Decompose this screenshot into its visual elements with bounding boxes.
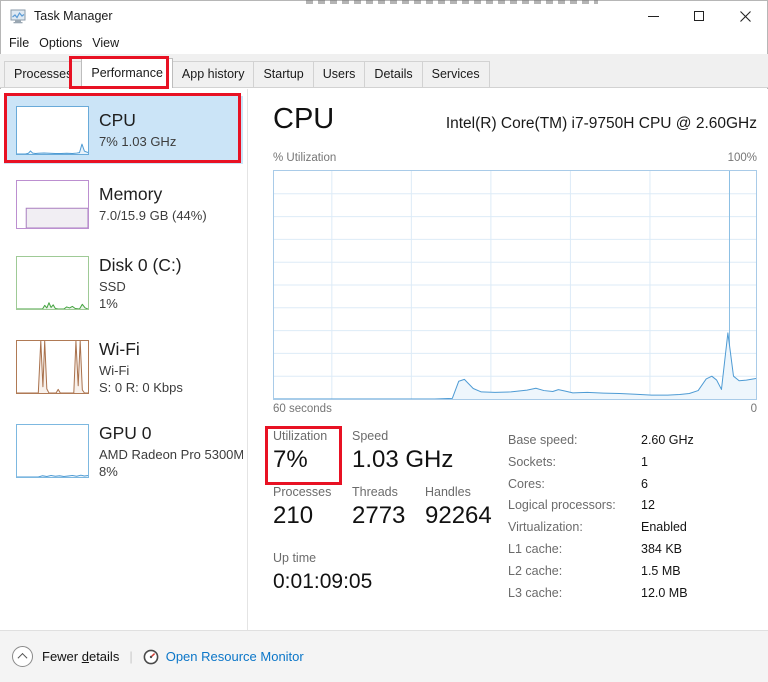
utilization-value: 7%: [273, 446, 308, 473]
footer-bar: Fewer details | Open Resource Monitor: [0, 630, 768, 682]
performance-sidebar: CPU 7% 1.03 GHz Memory 7.0/15.9 GB (44%)…: [0, 89, 248, 630]
spec-cores: Cores: 6: [508, 476, 648, 491]
sidebar-disk-title: Disk 0 (C:): [99, 254, 182, 275]
sidebar-item-cpu[interactable]: CPU 7% 1.03 GHz: [4, 96, 243, 164]
spec-sockets: Sockets: 1: [508, 454, 648, 469]
minimize-icon: [647, 15, 659, 17]
x-axis-right-label: 0: [750, 403, 757, 415]
spec-l2-cache: L2 cache: 1.5 MB: [508, 563, 681, 578]
y-axis-max: 100%: [727, 152, 757, 164]
sidebar-wifi-title: Wi-Fi: [99, 338, 140, 359]
spec-l3-cache: L3 cache: 12.0 MB: [508, 585, 688, 600]
content-area: CPU 7% 1.03 GHz Memory 7.0/15.9 GB (44%)…: [0, 89, 768, 630]
stat-threads: Threads 2773: [352, 485, 425, 530]
threads-value: 2773: [352, 502, 406, 529]
handles-value: 92264: [425, 502, 492, 529]
window-controls: [630, 0, 768, 32]
page-title: CPU: [273, 103, 335, 135]
stat-processes: Processes 210: [273, 485, 352, 530]
cpu-detail-panel: CPU Intel(R) Core(TM) i7-9750H CPU @ 2.6…: [248, 89, 768, 630]
sidebar-item-wifi[interactable]: Wi-Fi Wi-Fi S: 0 R: 0 Kbps: [4, 328, 243, 406]
uptime-value: 0:01:09:05: [273, 570, 373, 593]
tab-app-history[interactable]: App history: [171, 61, 255, 87]
stat-utilization: Utilization 7%: [273, 429, 352, 474]
sidebar-item-memory[interactable]: Memory 7.0/15.9 GB (44%): [4, 170, 243, 238]
wifi-mini-chart: [16, 340, 89, 394]
close-icon: [739, 10, 751, 22]
menu-file[interactable]: File: [9, 36, 30, 50]
x-axis-left-label: 60 seconds: [273, 403, 332, 415]
cpu-specs: Base speed: 2.60 GHz Sockets: 1 Cores: 6 Lo…: [508, 430, 694, 604]
menu-bar: File Options View: [0, 32, 768, 54]
title-bar: Task Manager: [0, 0, 768, 32]
stat-uptime: Up time 0:01:09:05: [273, 541, 762, 596]
sidebar-memory-stats: 7.0/15.9 GB (44%): [99, 208, 207, 223]
sidebar-gpu-title: GPU 0: [99, 422, 152, 443]
spec-logical-processors: Logical processors: 12: [508, 498, 655, 513]
open-resource-monitor-link[interactable]: Open Resource Monitor: [165, 649, 304, 664]
spec-l1-cache: L1 cache: 384 KB: [508, 541, 683, 556]
stat-handles: Handles 92264: [425, 485, 508, 530]
y-axis-label: % Utilization: [273, 152, 337, 164]
disk-mini-chart: [16, 256, 89, 310]
tab-startup[interactable]: Startup: [253, 61, 314, 87]
maximize-icon: [694, 11, 704, 21]
sidebar-wifi-name: Wi-Fi: [99, 362, 130, 378]
spec-base-speed: Base speed: 2.60 GHz: [508, 433, 694, 447]
resource-monitor-icon: [143, 649, 159, 664]
task-manager-icon: [10, 9, 27, 24]
stat-speed: Speed 1.03 GHz: [352, 429, 508, 474]
cpu-stats: Utilization 7% Speed 1.03 GHz Processes …: [273, 429, 762, 607]
screenshot-artifact: [306, 0, 598, 4]
chevron-up-icon: [12, 646, 33, 667]
gpu-mini-chart: [16, 424, 89, 478]
sidebar-cpu-title: CPU: [99, 110, 136, 130]
sidebar-item-gpu[interactable]: GPU 0 AMD Radeon Pro 5300M 8%: [4, 412, 243, 490]
tab-performance[interactable]: Performance: [81, 58, 173, 88]
menu-options[interactable]: Options: [39, 36, 83, 50]
sidebar-disk-stats: 1%: [99, 295, 118, 311]
cpu-utilization-chart: [273, 170, 757, 400]
spec-virtualization: Virtualization: Enabled: [508, 520, 687, 535]
sidebar-wifi-stats: S: 0 R: 0 Kbps: [99, 379, 183, 395]
processor-name: Intel(R) Core(TM) i7-9750H CPU @ 2.60GHz: [445, 115, 757, 132]
sidebar-memory-title: Memory: [99, 184, 163, 204]
menu-view[interactable]: View: [92, 36, 120, 50]
tab-users[interactable]: Users: [312, 61, 366, 87]
tab-details[interactable]: Details: [364, 61, 423, 87]
sidebar-gpu-name: AMD Radeon Pro 5300M: [99, 446, 243, 462]
cpu-mini-chart: [16, 105, 89, 155]
close-button[interactable]: [722, 0, 768, 32]
fewer-details-button[interactable]: Fewer details: [42, 649, 120, 664]
speed-value: 1.03 GHz: [352, 446, 454, 473]
footer-divider: |: [129, 649, 133, 664]
tab-processes[interactable]: Processes: [4, 61, 83, 87]
tab-bar: Processes Performance App history Startu…: [0, 54, 768, 88]
processes-value: 210: [273, 502, 314, 529]
sidebar-cpu-stats: 7% 1.03 GHz: [99, 134, 177, 149]
sidebar-disk-type: SSD: [99, 278, 126, 294]
maximize-button[interactable]: [676, 0, 722, 32]
memory-mini-chart: [16, 179, 89, 229]
sidebar-gpu-stats: 8%: [99, 463, 118, 479]
tab-services[interactable]: Services: [421, 61, 490, 87]
minimize-button[interactable]: [630, 0, 676, 32]
sidebar-item-disk[interactable]: Disk 0 (C:) SSD 1%: [4, 244, 243, 322]
window-title: Task Manager: [34, 9, 113, 23]
